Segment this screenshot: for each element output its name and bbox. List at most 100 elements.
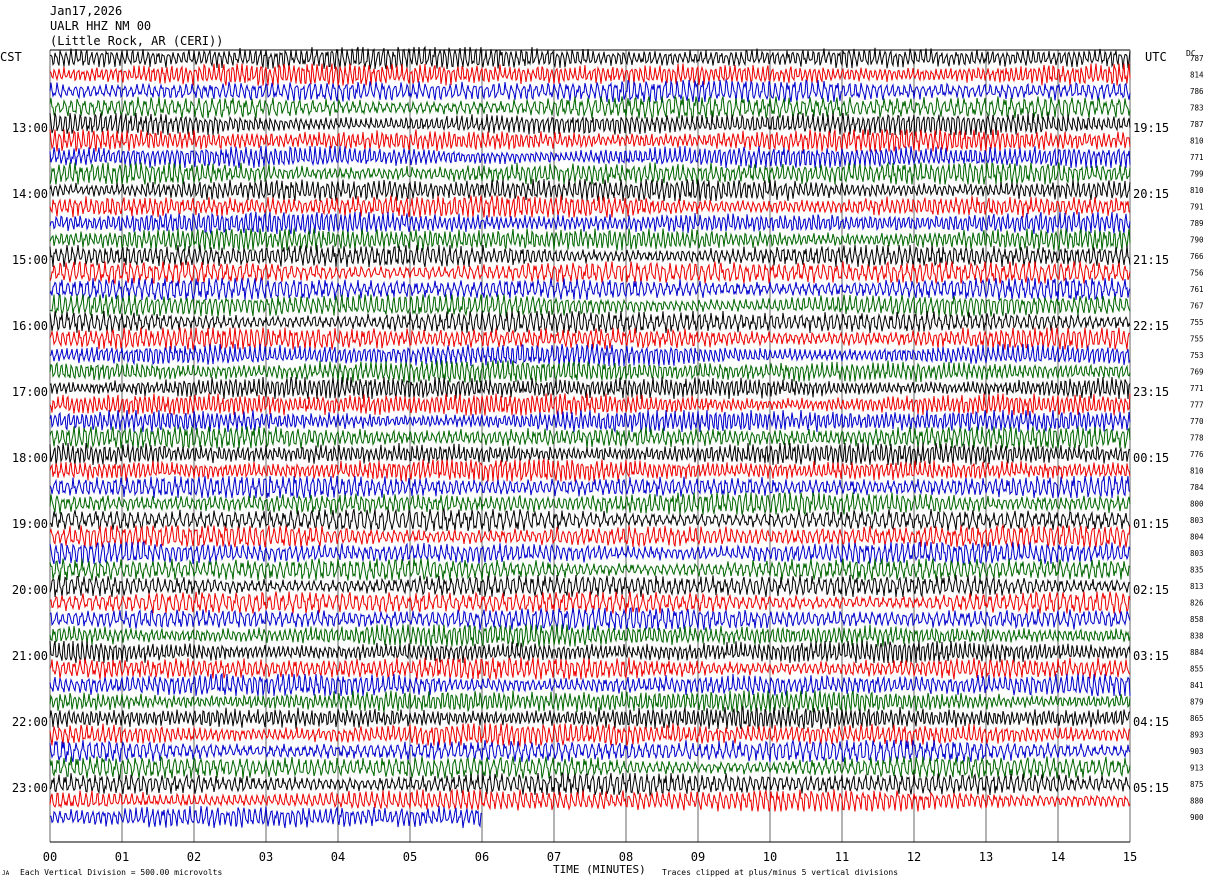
left-hour-label: 19:00	[12, 517, 48, 531]
x-tick-label-03: 03	[259, 850, 273, 864]
dc-offset-label: 771	[1190, 384, 1204, 393]
trace-row-17	[49, 327, 1131, 350]
trace-row-22	[49, 409, 1131, 434]
dc-offset-label: 790	[1190, 236, 1204, 245]
trace-row-20	[49, 376, 1131, 400]
dc-offset-label: 756	[1190, 269, 1204, 278]
hour-labels: 13:00 14:00 15:00 16:00 17:00 18:00 19:00 20:00…	[12, 121, 1169, 795]
left-hour-label: 21:00	[12, 649, 48, 663]
dc-offset-label: 786	[1190, 87, 1204, 96]
trace-row-14	[49, 276, 1131, 301]
trace-row-6	[49, 145, 1131, 169]
trace-row-31	[49, 558, 1131, 581]
dc-offset-label: 814	[1190, 71, 1204, 80]
dc-offset-labels: 787 814 786 783 787 810 771 799 810 791 789 790 766 7…	[1190, 54, 1204, 822]
right-hour-label: 20:15	[1133, 187, 1169, 201]
dc-offset-label: 766	[1190, 252, 1204, 261]
clip-note: Traces clipped at plus/minus 5 vertical …	[662, 868, 899, 877]
right-timezone-label: UTC	[1145, 50, 1167, 64]
dc-offset-label: 903	[1190, 747, 1204, 756]
dc-offset-label: 761	[1190, 285, 1204, 294]
trace-row-13	[49, 260, 1131, 285]
x-tick-label-12: 12	[907, 850, 921, 864]
x-tick-label-10: 10	[763, 850, 777, 864]
trace-row-28	[49, 507, 1131, 533]
dc-offset-label: 880	[1190, 797, 1204, 806]
dc-offset-label: 879	[1190, 698, 1204, 707]
trace-row-40	[49, 705, 1131, 730]
right-hour-label: 19:15	[1133, 121, 1169, 135]
dc-offset-label: 841	[1190, 681, 1204, 690]
trace-row-36	[49, 640, 1131, 664]
left-hour-label: 17:00	[12, 385, 48, 399]
dc-offset-label: 776	[1190, 450, 1204, 459]
trace-row-10	[49, 211, 1131, 235]
trace-row-29	[49, 523, 1131, 548]
trace-row-46	[49, 805, 483, 829]
x-tick-label-08: 08	[619, 850, 633, 864]
x-tick-label-09: 09	[691, 850, 705, 864]
trace-row-4	[49, 112, 1131, 137]
dc-offset-label: 884	[1190, 648, 1204, 657]
left-hour-label: 23:00	[12, 781, 48, 795]
dc-offset-label: 771	[1190, 153, 1204, 162]
x-tick-label-00: 00	[43, 850, 57, 864]
trace-row-15	[49, 293, 1131, 318]
dc-offset-label: 787	[1190, 54, 1204, 63]
date-label: Jan17,2026	[50, 4, 123, 18]
dc-offset-label: 810	[1190, 137, 1204, 146]
x-tick-label-15: 15	[1123, 850, 1137, 864]
x-axis-label: TIME (MINUTES)	[553, 863, 646, 876]
dc-offset-label: 755	[1190, 318, 1204, 327]
dc-offset-label: 791	[1190, 203, 1204, 212]
trace-row-43	[49, 755, 1131, 779]
trace-row-34	[49, 607, 1131, 631]
dc-offset-label: 767	[1190, 302, 1204, 311]
trace-row-38	[49, 672, 1131, 697]
trace-row-2	[49, 78, 1131, 104]
left-hour-label: 14:00	[12, 187, 48, 201]
trace-row-9	[49, 195, 1131, 218]
trace-row-7	[49, 161, 1131, 185]
trace-row-23	[49, 426, 1131, 450]
dc-offset-label: 865	[1190, 714, 1204, 723]
left-hour-label: 13:00	[12, 121, 48, 135]
trace-row-39	[49, 690, 1131, 713]
trace-row-5	[49, 129, 1131, 152]
trace-row-25	[49, 457, 1131, 482]
trace-row-30	[49, 541, 1131, 566]
trace-row-12	[49, 244, 1131, 268]
dc-offset-label: 835	[1190, 566, 1204, 575]
dc-offset-label: 769	[1190, 368, 1204, 377]
trace-row-11	[49, 228, 1131, 251]
right-hour-label: 00:15	[1133, 451, 1169, 465]
trace-row-24	[49, 442, 1131, 466]
right-hour-label: 21:15	[1133, 253, 1169, 267]
dc-offset-label: 826	[1190, 599, 1204, 608]
trace-row-26	[49, 475, 1131, 499]
right-hour-label: 23:15	[1133, 385, 1169, 399]
dc-offset-label: 778	[1190, 434, 1204, 443]
trace-row-8	[49, 178, 1131, 202]
dc-offset-label: 913	[1190, 764, 1204, 773]
x-tick-label-06: 06	[475, 850, 489, 864]
left-timezone-label: CST	[0, 50, 22, 64]
dc-offset-label: 753	[1190, 351, 1204, 360]
x-tick-label-13: 13	[979, 850, 993, 864]
dc-offset-label: 787	[1190, 120, 1204, 129]
dc-offset-label: 800	[1190, 500, 1204, 509]
right-hour-label: 02:15	[1133, 583, 1169, 597]
trace-row-32	[49, 574, 1131, 598]
dc-offset-label: 838	[1190, 632, 1204, 641]
dc-offset-label: 893	[1190, 731, 1204, 740]
trace-row-18	[49, 343, 1131, 367]
dc-offset-label: 770	[1190, 417, 1204, 426]
right-hour-label: 04:15	[1133, 715, 1169, 729]
dc-offset-label: 855	[1190, 665, 1204, 674]
trace-row-0	[49, 45, 1131, 70]
dc-offset-label: 799	[1190, 170, 1204, 179]
dc-offset-label: 789	[1190, 219, 1204, 228]
location-label: (Little Rock, AR (CERI))	[50, 34, 224, 48]
x-tick-label-07: 07	[547, 850, 561, 864]
